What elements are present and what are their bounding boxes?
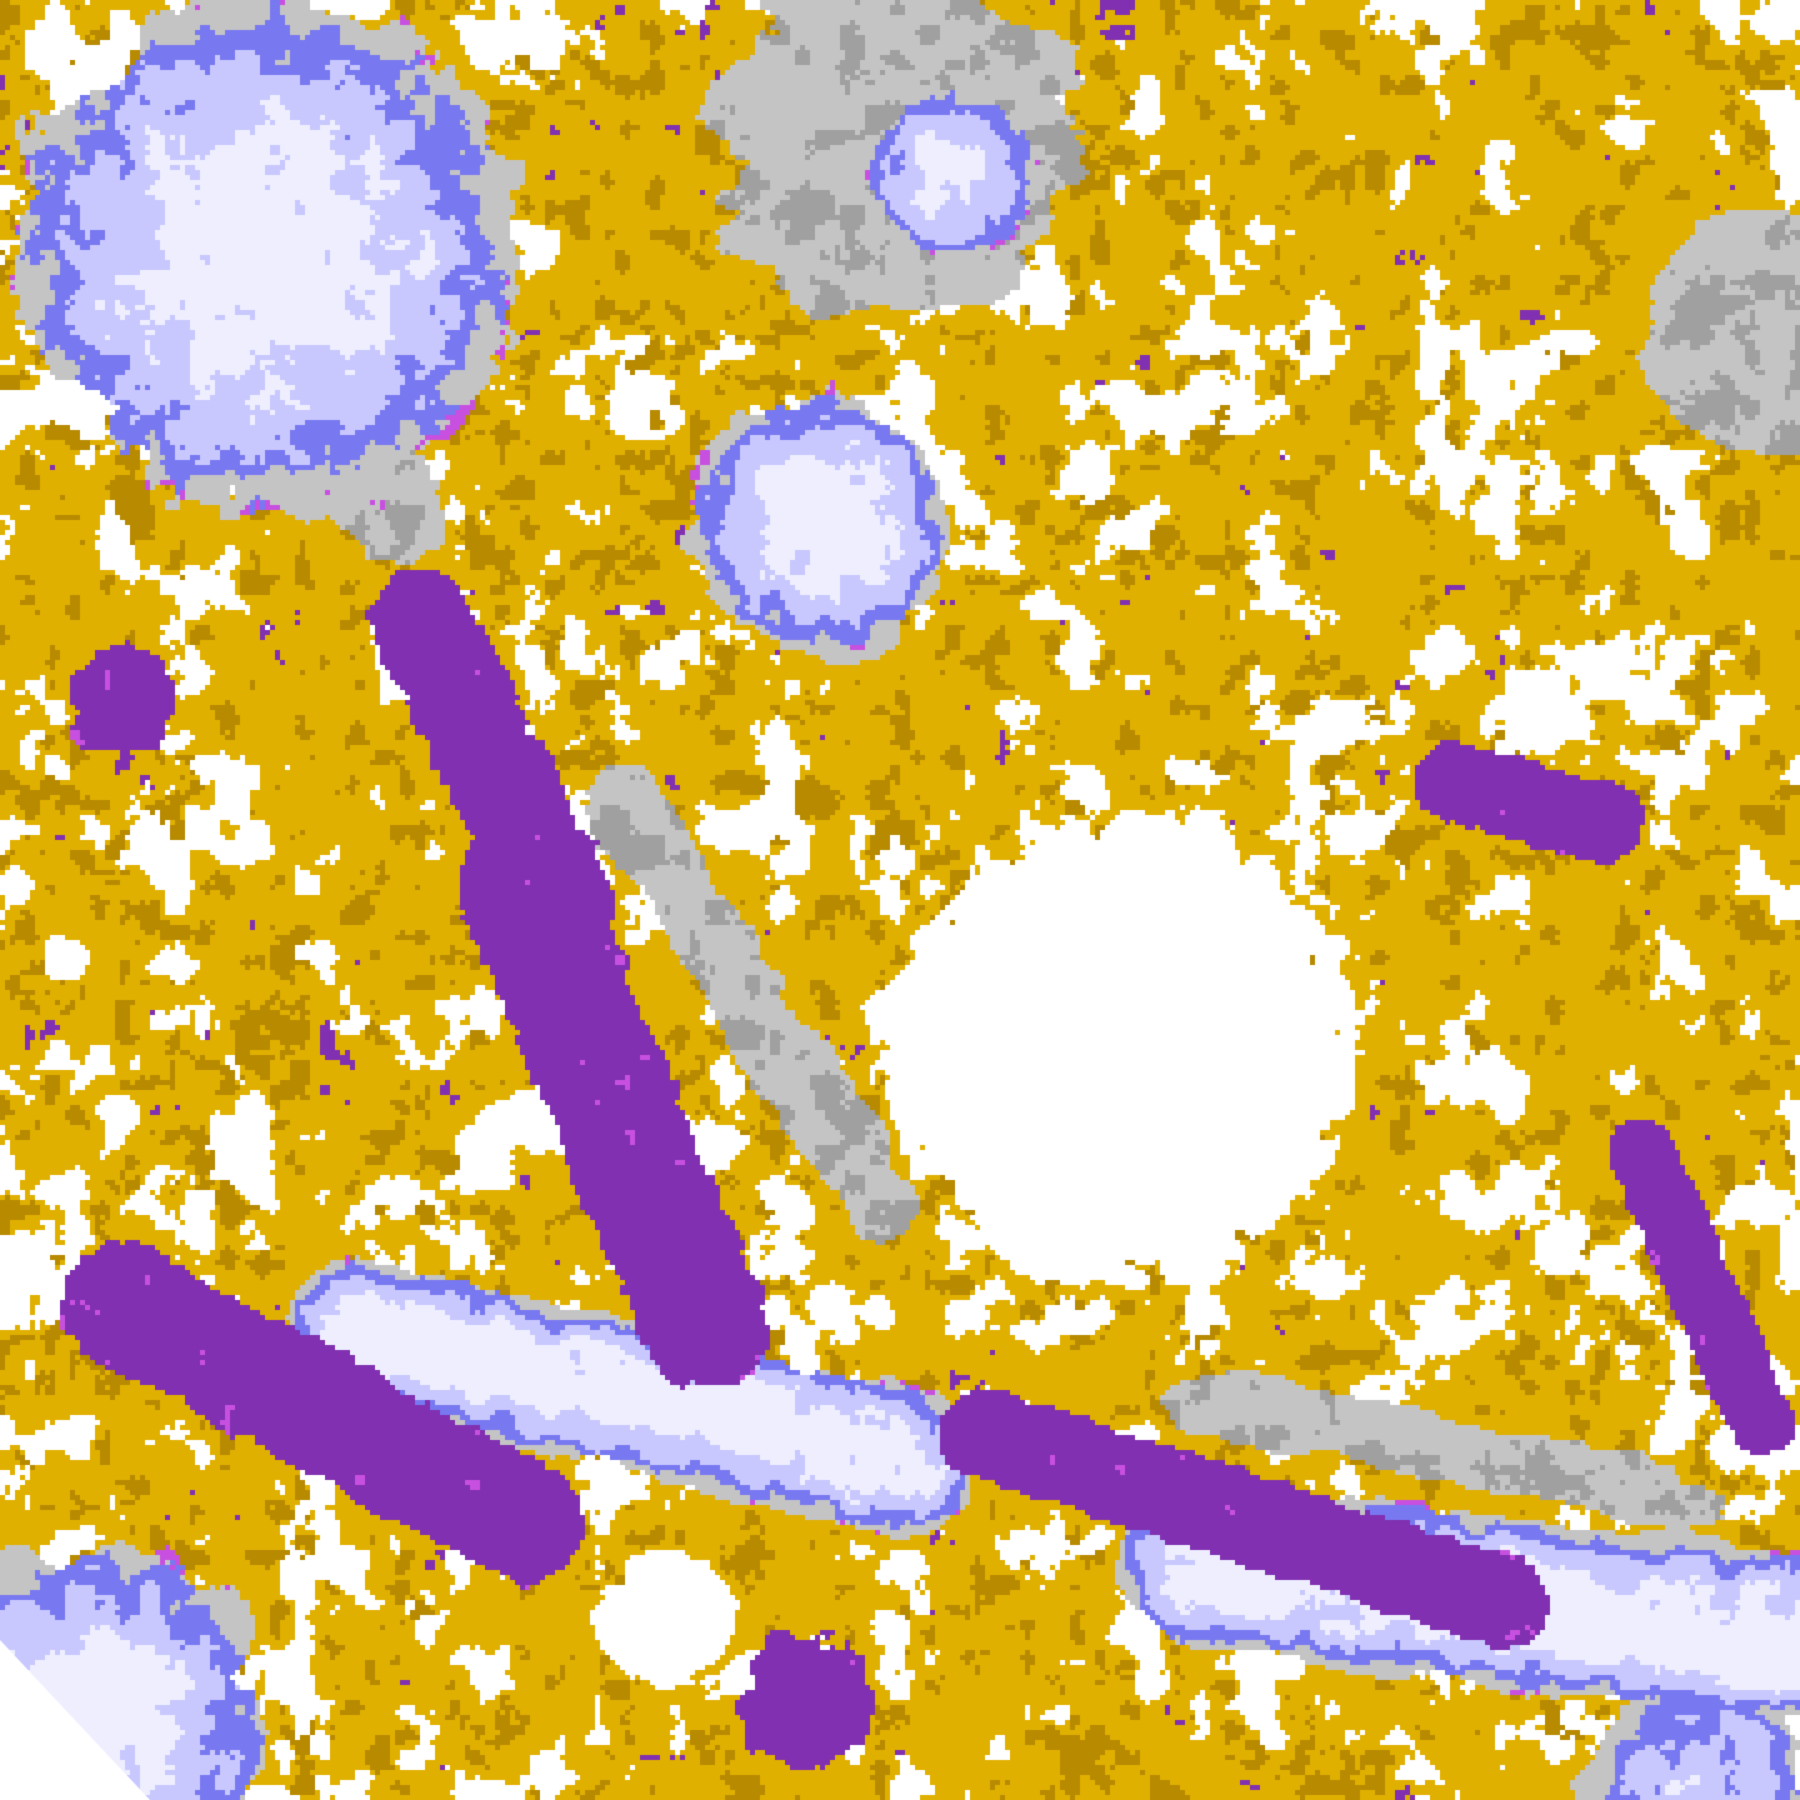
satellite-cloud-map <box>0 0 1800 1800</box>
cloud-classification-raster <box>0 0 1800 1800</box>
